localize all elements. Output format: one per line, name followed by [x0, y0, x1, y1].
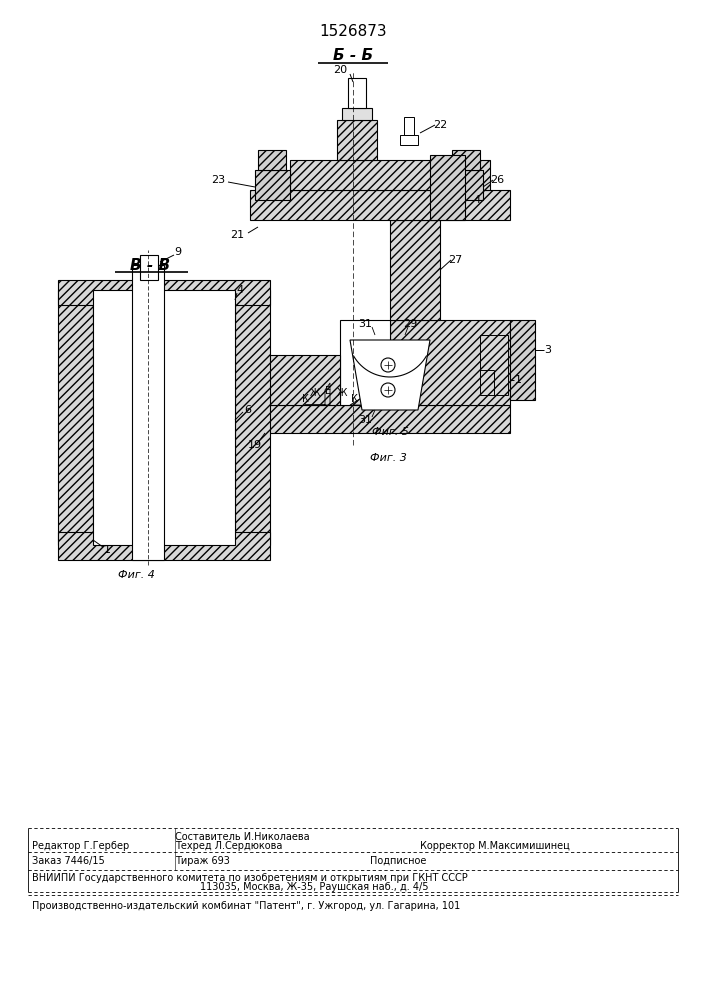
Polygon shape	[350, 340, 430, 410]
Text: Тираж 693: Тираж 693	[175, 856, 230, 866]
Bar	[404, 117, 414, 135]
Bar	[132, 265, 164, 560]
Text: Редактор Г.Гербер: Редактор Г.Гербер	[32, 841, 129, 851]
Bar	[452, 150, 480, 170]
Text: К: К	[351, 394, 358, 404]
Text: Корректор М.Максимишинец: Корректор М.Максимишинец	[420, 841, 570, 851]
Text: 29: 29	[403, 319, 417, 329]
Text: 20: 20	[333, 65, 347, 75]
Text: 1: 1	[515, 375, 522, 385]
Text: В - В: В - В	[130, 257, 170, 272]
Text: 31: 31	[358, 319, 372, 329]
Circle shape	[381, 383, 395, 397]
Text: 26: 26	[490, 175, 504, 185]
Bar	[342, 108, 372, 120]
Bar	[58, 532, 270, 560]
Text: Заказ 7446/15: Заказ 7446/15	[32, 856, 105, 866]
Bar	[250, 190, 510, 220]
Circle shape	[381, 358, 395, 372]
Text: Производственно-издательский комбинат "Патент", г. Ужгород, ул. Гагарина, 101: Производственно-издательский комбинат "П…	[32, 901, 460, 911]
Bar	[337, 120, 377, 160]
Text: Ж: Ж	[337, 388, 347, 398]
Text: 4: 4	[236, 285, 244, 295]
Text: Фиг. 5: Фиг. 5	[372, 427, 409, 437]
Polygon shape	[350, 383, 390, 405]
Bar	[290, 160, 490, 190]
Bar	[480, 335, 508, 395]
Bar	[510, 320, 535, 400]
Bar	[390, 220, 440, 320]
Bar	[205, 355, 340, 405]
Text: ВНИИПИ Государственного комитета по изобретениям и открытиям при ГКНТ СССР: ВНИИПИ Государственного комитета по изоб…	[32, 873, 468, 883]
Bar	[400, 135, 418, 145]
Text: 31: 31	[358, 415, 372, 425]
Text: 9: 9	[175, 247, 182, 257]
Text: Е: Е	[325, 386, 331, 396]
Text: 6: 6	[245, 405, 252, 415]
Text: Составитель И.Николаева: Составитель И.Николаева	[175, 832, 310, 842]
Bar	[140, 255, 158, 280]
Polygon shape	[93, 290, 235, 545]
Text: Фиг. 4: Фиг. 4	[118, 570, 155, 580]
Text: 27: 27	[448, 255, 462, 265]
Bar	[430, 155, 465, 220]
Text: 3: 3	[544, 345, 551, 355]
Text: 1: 1	[103, 545, 110, 555]
Text: 22: 22	[433, 120, 447, 130]
Text: 19: 19	[248, 440, 262, 450]
Polygon shape	[305, 383, 330, 405]
Text: Подписное: Подписное	[370, 856, 426, 866]
Text: 1526873: 1526873	[319, 24, 387, 39]
Bar	[255, 170, 290, 200]
Bar	[58, 280, 270, 305]
Bar	[448, 170, 483, 200]
Bar	[340, 320, 390, 405]
Bar	[205, 405, 510, 433]
Text: К: К	[302, 394, 308, 404]
Bar	[348, 78, 366, 108]
Text: 23: 23	[211, 175, 225, 185]
Bar	[58, 290, 93, 545]
Bar	[258, 150, 286, 170]
Bar	[235, 290, 270, 545]
Text: Техред Л.Сердюкова: Техред Л.Сердюкова	[175, 841, 282, 851]
Text: 113035, Москва, Ж-35, Раушская наб., д. 4/5: 113035, Москва, Ж-35, Раушская наб., д. …	[200, 882, 428, 892]
Bar	[390, 320, 510, 405]
Text: 21: 21	[230, 230, 244, 240]
Text: Ж: Ж	[310, 388, 320, 398]
Text: Б - Б: Б - Б	[333, 48, 373, 64]
Text: Фиг. 3: Фиг. 3	[370, 453, 407, 463]
Text: 4: 4	[474, 195, 481, 205]
